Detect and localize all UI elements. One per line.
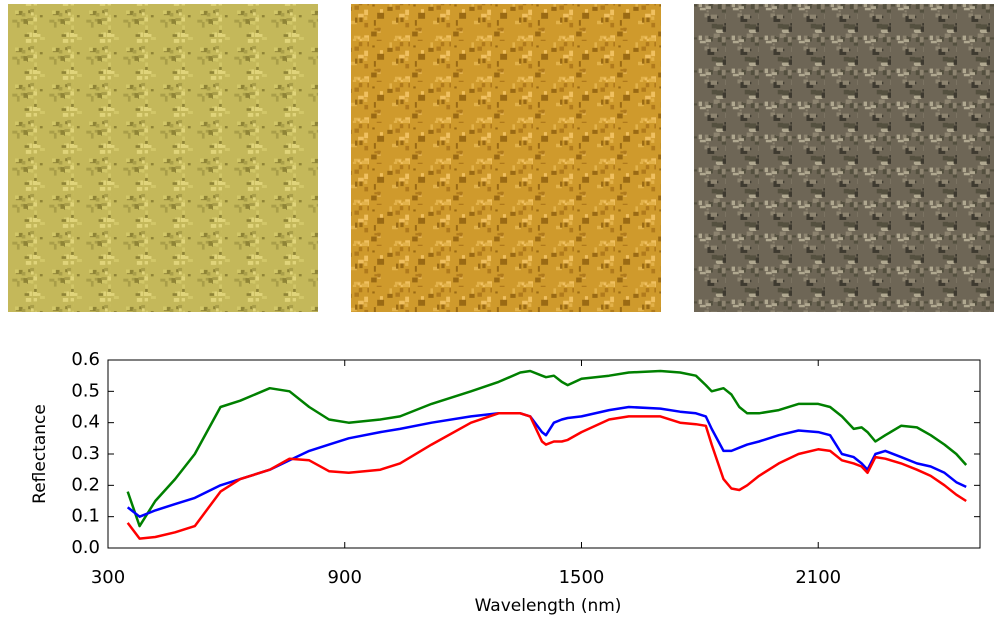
x-tick-label: 1500: [559, 567, 605, 588]
page: Wavelength (nm) Reflectance 0.0 0.1 0.2 0.3…: [0, 0, 995, 621]
plot-frame: [108, 360, 980, 548]
figure: Wavelength (nm) Reflectance 0.0 0.1 0.2 0.3…: [0, 0, 995, 621]
x-tick-label: 300: [91, 567, 125, 588]
soil-photo: [351, 4, 661, 312]
x-axis-label: Wavelength (nm): [475, 596, 622, 616]
y-tick-label: 0.1: [71, 506, 100, 527]
soil-photo: [8, 4, 318, 312]
x-tick-label: 900: [328, 567, 362, 588]
y-tick-label: 0.0: [71, 537, 100, 558]
x-tick-label: 2100: [795, 567, 841, 588]
y-tick-label: 0.6: [71, 349, 100, 370]
y-tick-label: 0.2: [71, 474, 100, 495]
y-axis-label: Reflectance: [30, 404, 50, 504]
y-tick-label: 0.5: [71, 380, 100, 401]
y-tick-label: 0.3: [71, 443, 100, 464]
soil-photo: [694, 4, 994, 312]
spectrum-line: [128, 371, 967, 526]
y-tick-label: 0.4: [71, 412, 100, 433]
spectrum-line: [128, 407, 967, 517]
